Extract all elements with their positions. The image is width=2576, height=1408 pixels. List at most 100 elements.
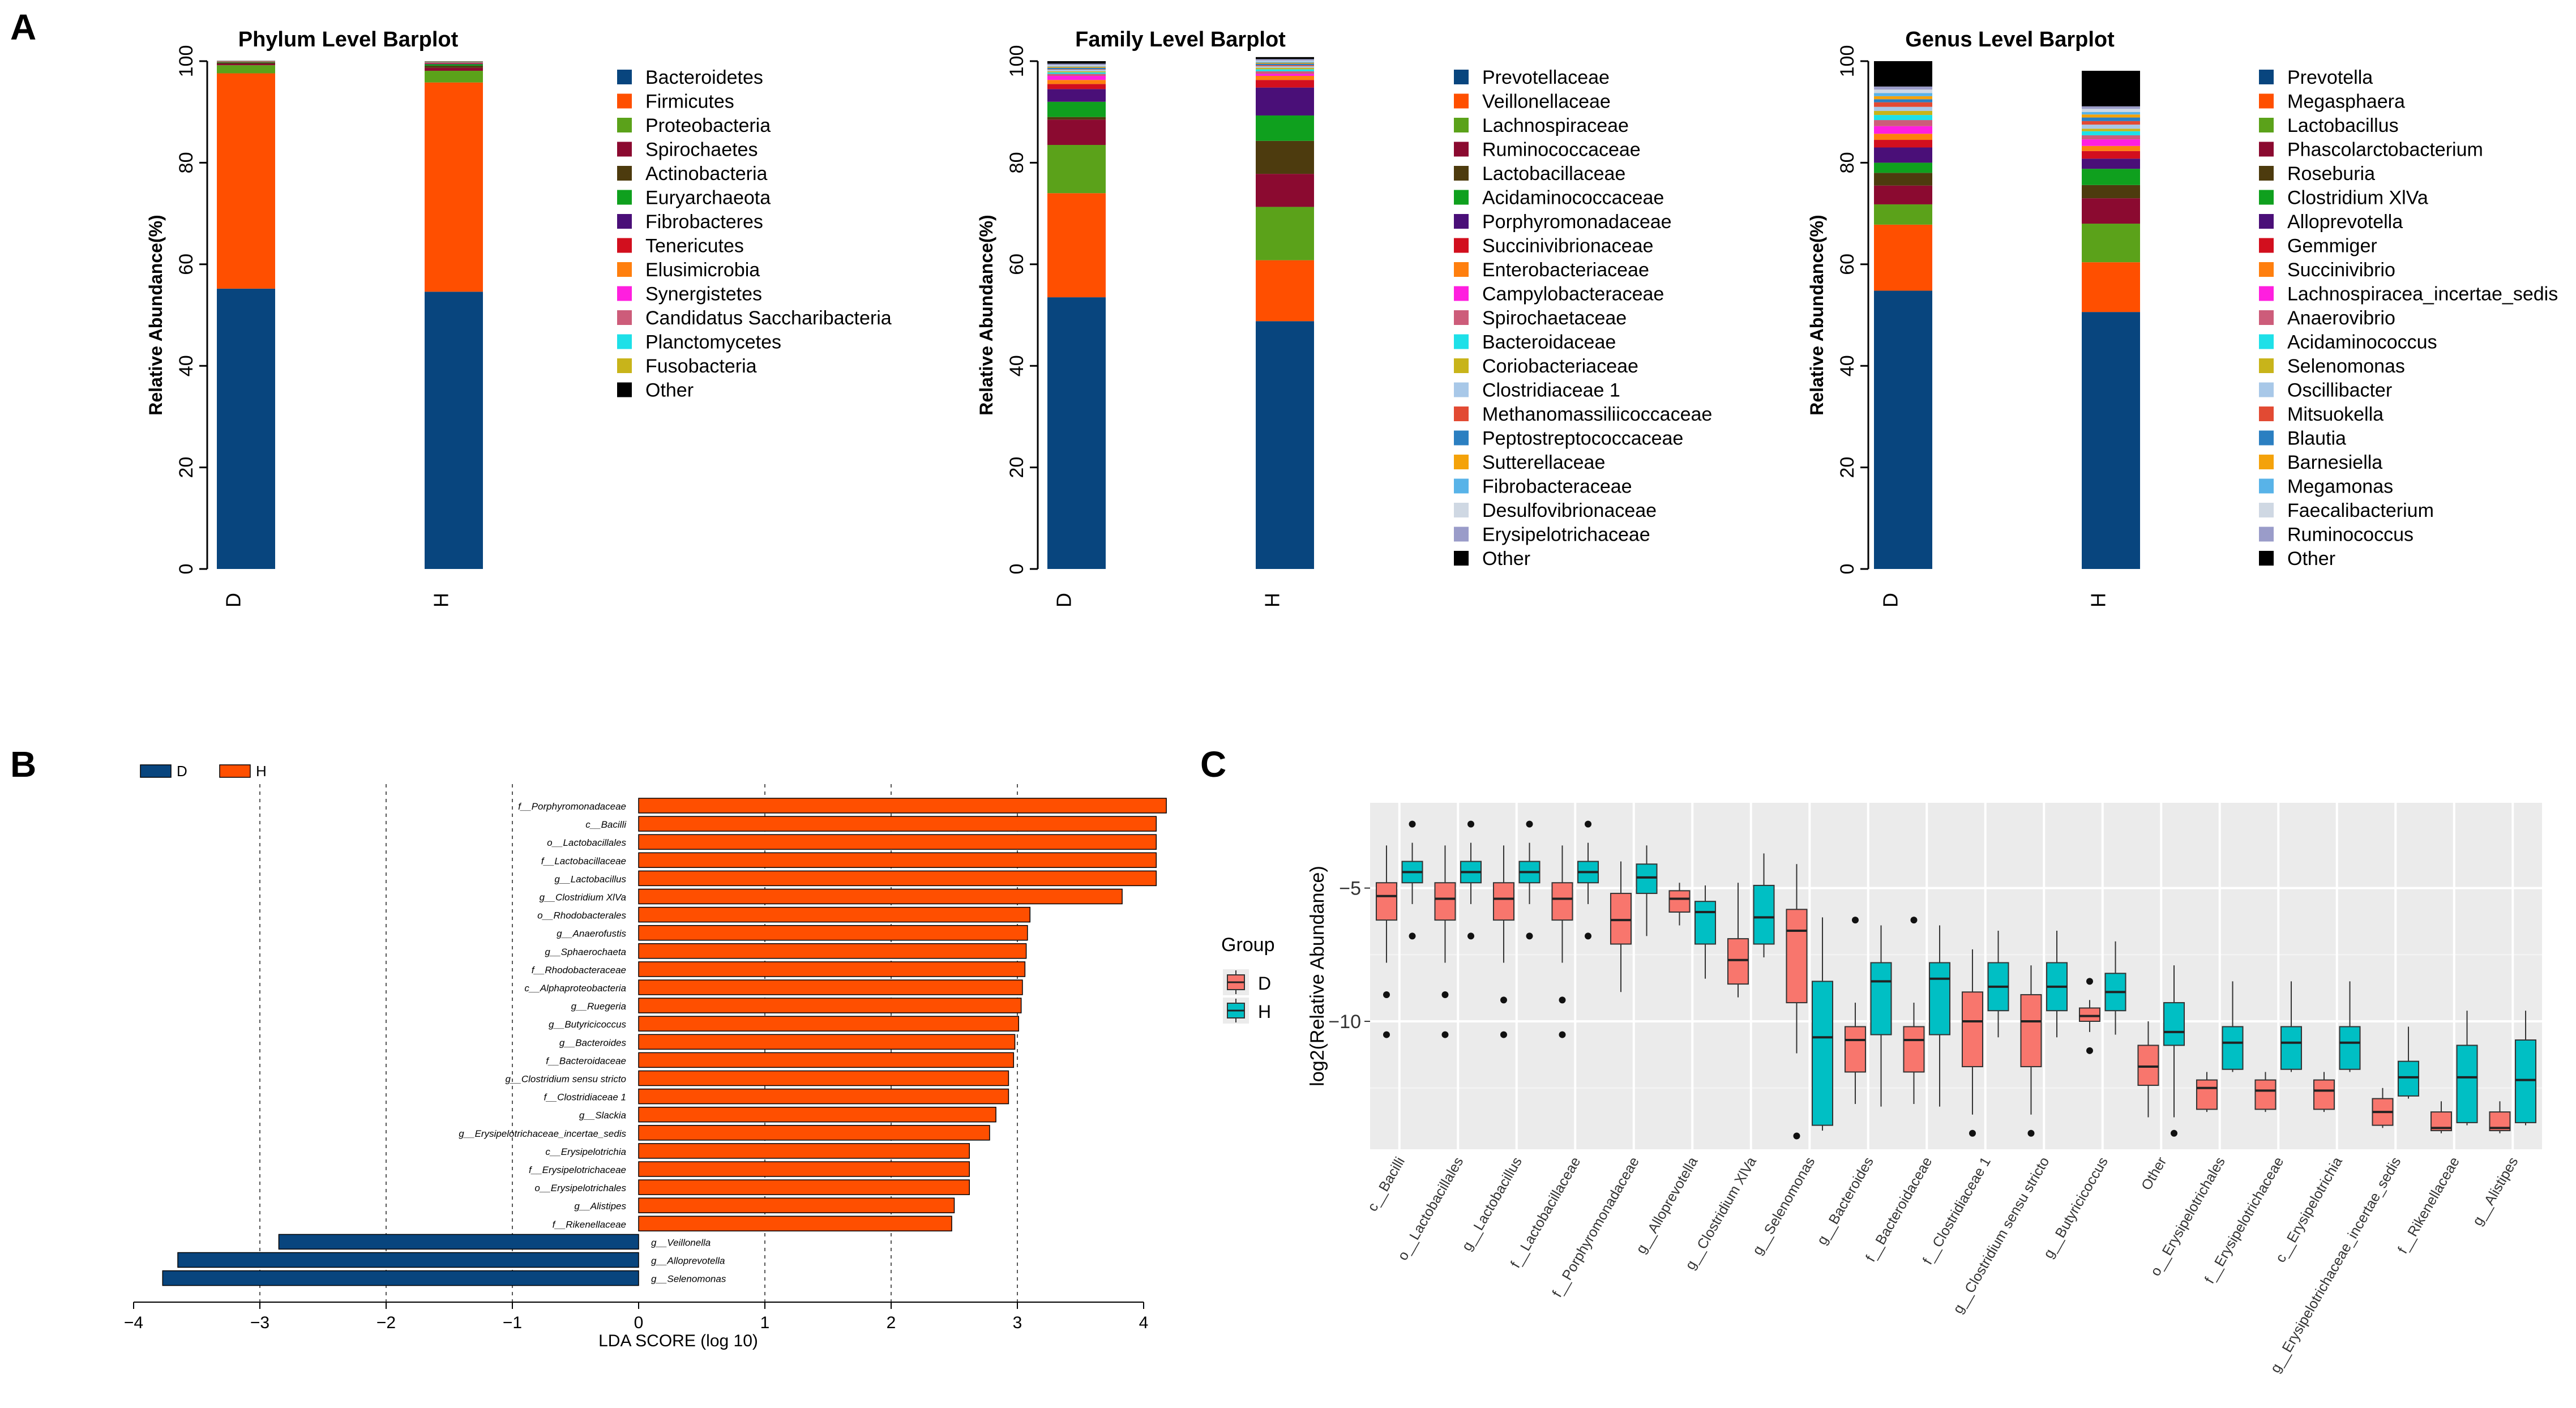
legend-label-elusimicrobia: Elusimicrobia: [645, 259, 760, 281]
lda-bar-label: f__Rhodobacteraceae: [532, 965, 626, 975]
panel-label-a: A: [10, 7, 36, 48]
bar-segment-other-d: [1874, 61, 1932, 87]
legend-swatch-enterobacteriaceae: [1454, 262, 1469, 277]
y-tick-label: 40: [176, 355, 197, 376]
x-tick-label: 2: [887, 1313, 896, 1332]
bar-segment-megasphaera-h: [2082, 262, 2140, 313]
legend-swatch-lachnospiraceae: [1454, 118, 1469, 132]
legend-swatch-methanomassiliicoccaceae: [1454, 406, 1469, 421]
x-tick-label: g__Alistipes: [2470, 1154, 2522, 1229]
lda-bar-label: c__Alphaproteobacteria: [524, 983, 626, 994]
bar-segment-proteobacteria-d: [217, 65, 275, 74]
bar-segment-blautia-d: [1874, 99, 1932, 102]
legend-swatch-other: [1454, 551, 1469, 566]
box-h-f-rikenellaceae: [2456, 1045, 2478, 1123]
bar-segment-sutterellaceae-h: [1256, 62, 1314, 64]
bar-segment-clostridiaceae-1-h: [1256, 66, 1314, 68]
bar-segment-ruminococcus-d: [1874, 86, 1932, 90]
lda-bar-label: g__Selenomonas: [651, 1274, 726, 1285]
legend-swatch-actinobacteria: [617, 166, 632, 181]
bar-segment-ruminococcaceae-d: [1047, 119, 1106, 145]
lda-bar-g-clostridium-xlva: [638, 888, 1123, 905]
legend-label-anaerovibrio: Anaerovibrio: [2287, 307, 2395, 329]
bar-segment-selenomonas-d: [1874, 110, 1932, 115]
outlier-point: [1383, 1031, 1390, 1038]
bar-segment-succinivibrionaceae-d: [1047, 84, 1106, 89]
legend-swatch-acidaminococcus: [2259, 334, 2274, 349]
lda-bar-f-bacteroidaceae: [638, 1052, 1015, 1068]
bar-segment-euryarchaeota-h: [425, 64, 483, 66]
lda-bar-label: o__Lactobacillales: [547, 837, 626, 848]
box-h-g-alistipes: [2515, 1039, 2537, 1123]
y-tick-label: −10: [1328, 1011, 1361, 1033]
y-tick-label: 100: [1837, 45, 1858, 78]
bar-segment-enterobacteriaceae-d: [1047, 80, 1106, 84]
bar-segment-prevotellaceae-h: [1256, 321, 1314, 569]
bar-segment-desulfovibrionaceae-h: [1256, 61, 1314, 62]
legend-label-ruminococcus: Ruminococcus: [2287, 524, 2414, 546]
y-tick-label: 40: [1006, 355, 1028, 376]
legend-swatch-megamonas: [2259, 478, 2274, 494]
bar-segment-erysipelotrichaceae-d: [1047, 63, 1106, 66]
lda-bar-g-veillonella: [278, 1234, 639, 1250]
legend-swatch-faecalibacterium: [2259, 503, 2274, 517]
legend-label-candidatus-saccharibacteria: Candidatus Saccharibacteria: [645, 307, 892, 329]
legend-label-succinivibrionaceae: Succinivibrionaceae: [1482, 236, 1653, 257]
outlier-point: [1851, 917, 1859, 924]
bar-segment-fibrobacteraceae-d: [1047, 66, 1106, 67]
x-tick-label: 1: [760, 1313, 770, 1332]
legend-label-megasphaera: Megasphaera: [2287, 91, 2405, 113]
bar-segment-spirochaetaceae-h: [1256, 71, 1314, 74]
legend-swatch-other: [617, 382, 632, 397]
legend-swatch-fusobacteria: [617, 358, 632, 373]
legend-swatch-succinivibrionaceae: [1454, 238, 1469, 253]
x-tick-label: −2: [376, 1313, 396, 1332]
lda-bar-label: f__Lactobacillaceae: [541, 855, 626, 866]
lda-bar-label: o__Rhodobacterales: [537, 910, 626, 921]
box-h-other: [2163, 1002, 2185, 1046]
lda-bar-label: f__Clostridiaceae 1: [544, 1092, 626, 1103]
lda-bar-label: g__Alistipes: [574, 1201, 626, 1212]
x-tick-label: g__Alloprevotella: [1633, 1154, 1701, 1256]
legend-label-planctomycetes: Planctomycetes: [645, 332, 781, 353]
lda-bar-label: f__Porphyromonadaceae: [518, 801, 626, 812]
lda-bar-label: g__Anaerofustis: [557, 928, 626, 939]
lda-bar-label: f__Bacteroidaceae: [546, 1055, 626, 1066]
outlier-point: [1559, 1031, 1566, 1038]
box-d-f-porphyromonadaceae: [1610, 893, 1632, 945]
bar-segment-other-d: [217, 61, 275, 62]
legend-swatch-peptostreptococcaceae: [1454, 430, 1469, 446]
bar-segment-actinobacteria-h: [425, 66, 483, 68]
lda-bar-g-sphaerochaeta: [638, 943, 1027, 959]
panel-label-b: B: [10, 744, 36, 785]
lda-bar-f-rikenellaceae: [638, 1216, 952, 1232]
legend-label-prevotellaceae: Prevotellaceae: [1482, 67, 1610, 88]
x-tick-label: H: [2087, 593, 2110, 607]
outlier-point: [1585, 932, 1592, 940]
bar-segment-veillonellaceae-d: [1047, 193, 1106, 298]
bar-segment-ruminococcus-h: [2082, 106, 2140, 109]
y-tick-label: −5: [1339, 878, 1361, 900]
box-d-g-selenomonas: [1786, 909, 1808, 1004]
lda-bar-label: g__Erysipelotrichaceae_incertae_sedis: [459, 1128, 626, 1139]
legend-swatch-ruminococcaceae: [1454, 142, 1469, 157]
box-h-g-erysipelotrichaceae-incertae-sedis: [2398, 1060, 2420, 1097]
x-tick-label: Other: [2138, 1154, 2170, 1193]
bar-segment-euryarchaeota-d: [217, 62, 275, 63]
legend-swatch-anaerovibrio: [2259, 310, 2274, 325]
y-axis-title: Relative Abundance(%): [146, 215, 166, 415]
box-d-o-erysipelotrichales: [2196, 1079, 2218, 1110]
legend-swatch-spirochaetaceae: [1454, 310, 1469, 325]
outlier-point: [1910, 917, 1918, 924]
lda-bar-g-lactobacillus: [638, 870, 1157, 887]
box-d-c-bacilli: [1375, 882, 1397, 921]
bar-segment-campylobacteraceae-h: [1256, 74, 1314, 76]
outlier-point: [1467, 820, 1475, 828]
legend-swatch-lactobacillaceae: [1454, 166, 1469, 181]
legend-swatch-h: [219, 764, 251, 778]
bar-segment-gemmiger-d: [1874, 140, 1932, 148]
lda-bar-c-bacilli: [638, 816, 1157, 832]
outlier-point: [1441, 1031, 1449, 1038]
bar-segment-lachnospiraceae-h: [1256, 207, 1314, 260]
bar-segment-roseburia-h: [2082, 185, 2140, 199]
